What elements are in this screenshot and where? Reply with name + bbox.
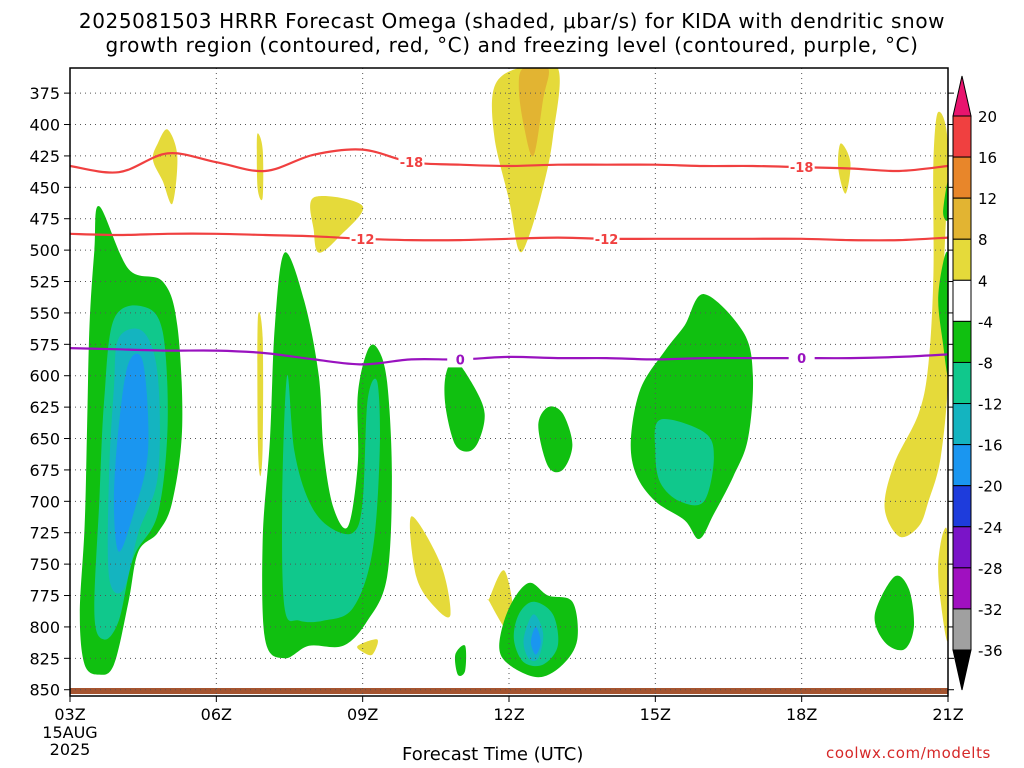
colorbar-label: 12 <box>978 190 997 208</box>
colorbar-swatch <box>952 197 972 240</box>
omega-region--4 <box>874 575 915 651</box>
contour-label-bg <box>788 350 815 367</box>
contour-label: 0 <box>456 353 465 368</box>
y-tick-label: 625 <box>29 398 60 417</box>
omega-region-4 <box>256 133 264 201</box>
colorbar-swatch <box>952 361 972 405</box>
x-tick-label: 03Z <box>54 705 85 724</box>
x-axis-title: Forecast Time (UTC) <box>402 744 584 765</box>
colorbar-swatch <box>952 279 972 322</box>
contour-label: -12 <box>351 233 375 248</box>
y-tick-label: 400 <box>29 116 60 135</box>
x-date-label: 15AUG <box>42 723 97 742</box>
x-tick-label: 15Z <box>640 705 671 724</box>
colorbar-label: -20 <box>978 478 1003 496</box>
omega-region-4 <box>310 196 364 253</box>
x-tick-label: 09Z <box>347 705 378 724</box>
omega-region--8 <box>654 419 714 506</box>
omega-region--4 <box>444 360 485 452</box>
colorbar-label: -8 <box>978 354 993 372</box>
y-tick-label: 700 <box>29 492 60 511</box>
colorbar-swatch <box>952 526 972 569</box>
colorbar-swatch <box>952 444 972 487</box>
y-tick-label: 425 <box>29 147 60 166</box>
colorbar-swatch <box>952 115 972 158</box>
omega-region-4 <box>152 129 178 205</box>
y-tick-label: 750 <box>29 555 60 574</box>
omega-region-4 <box>257 311 264 477</box>
y-tick-label: 825 <box>29 649 60 668</box>
contour-label: -18 <box>400 156 424 171</box>
contour-label-bg <box>447 351 474 368</box>
contour-label-bg <box>788 159 815 176</box>
chart-title-line-1: 2025081503 HRRR Forecast Omega (shaded, … <box>78 9 946 33</box>
colorbar-swatch <box>952 485 972 528</box>
colorbar-label: -16 <box>978 437 1003 455</box>
y-tick-label: 550 <box>29 304 60 323</box>
contour-line <box>70 232 948 242</box>
omega-region--4 <box>538 406 573 473</box>
colorbar-swatch <box>952 320 972 363</box>
y-tick-label: 850 <box>29 681 60 700</box>
contour-label: 0 <box>797 352 806 367</box>
y-tick-label: 525 <box>29 273 60 292</box>
colorbar-label: 8 <box>978 231 988 249</box>
y-tick-label: 675 <box>29 461 60 480</box>
credit-link[interactable]: coolwx.com/modelts <box>826 744 991 762</box>
y-tick-label: 375 <box>29 84 60 103</box>
omega-region-4 <box>938 527 948 642</box>
x-tick-label: 12Z <box>493 705 524 724</box>
y-tick-label: 475 <box>29 210 60 229</box>
omega-region--16 <box>530 626 541 655</box>
colorbar-label: -12 <box>978 396 1003 414</box>
colorbar-swatch <box>952 238 972 281</box>
omega-region-4 <box>491 68 560 253</box>
colorbar-swatch <box>952 567 972 610</box>
colorbar-swatch <box>952 403 972 446</box>
surface-band <box>70 688 948 694</box>
colorbar-label: -28 <box>978 560 1003 578</box>
y-tick-label: 650 <box>29 430 60 449</box>
omega-region--8 <box>282 374 380 623</box>
colorbar-label: -24 <box>978 519 1003 537</box>
omega-region--4 <box>454 645 467 676</box>
contour-label-bg <box>349 230 376 247</box>
y-tick-label: 575 <box>29 335 60 354</box>
colorbar-label: 16 <box>978 149 997 167</box>
omega-region-8 <box>518 68 549 157</box>
y-tick-label: 775 <box>29 587 60 606</box>
contour-label: -18 <box>790 161 814 176</box>
omega-region-4 <box>357 639 378 656</box>
x-tick-label: 18Z <box>786 705 817 724</box>
omega-region-4 <box>409 516 451 618</box>
colorbar-label: -36 <box>978 642 1003 660</box>
colorbar-swatch <box>952 156 972 199</box>
y-tick-label: 725 <box>29 524 60 543</box>
contour-label: -12 <box>595 233 619 248</box>
contour-label-bg <box>593 230 620 247</box>
x-date-label: 2025 <box>50 740 91 759</box>
x-tick-label: 06Z <box>201 705 232 724</box>
colorbar-top-arrow <box>952 75 972 117</box>
x-tick-label: 21Z <box>932 705 963 724</box>
contour-label-bg <box>398 154 425 171</box>
omega-region--16 <box>113 353 149 552</box>
colorbar-label: 20 <box>978 108 997 126</box>
y-tick-label: 500 <box>29 241 60 260</box>
y-tick-label: 600 <box>29 367 60 386</box>
y-tick-label: 450 <box>29 178 60 197</box>
colorbar-label: -4 <box>978 313 993 331</box>
omega-region--4 <box>943 180 948 221</box>
chart-title-line-2: growth region (contoured, red, °C) and f… <box>105 33 919 57</box>
colorbar-bottom-arrow <box>952 649 972 691</box>
colorbar-label: -32 <box>978 601 1003 619</box>
omega-region-4 <box>884 111 948 538</box>
colorbar-swatch <box>952 608 972 651</box>
colorbar-label: 4 <box>978 272 988 290</box>
y-tick-label: 800 <box>29 618 60 637</box>
